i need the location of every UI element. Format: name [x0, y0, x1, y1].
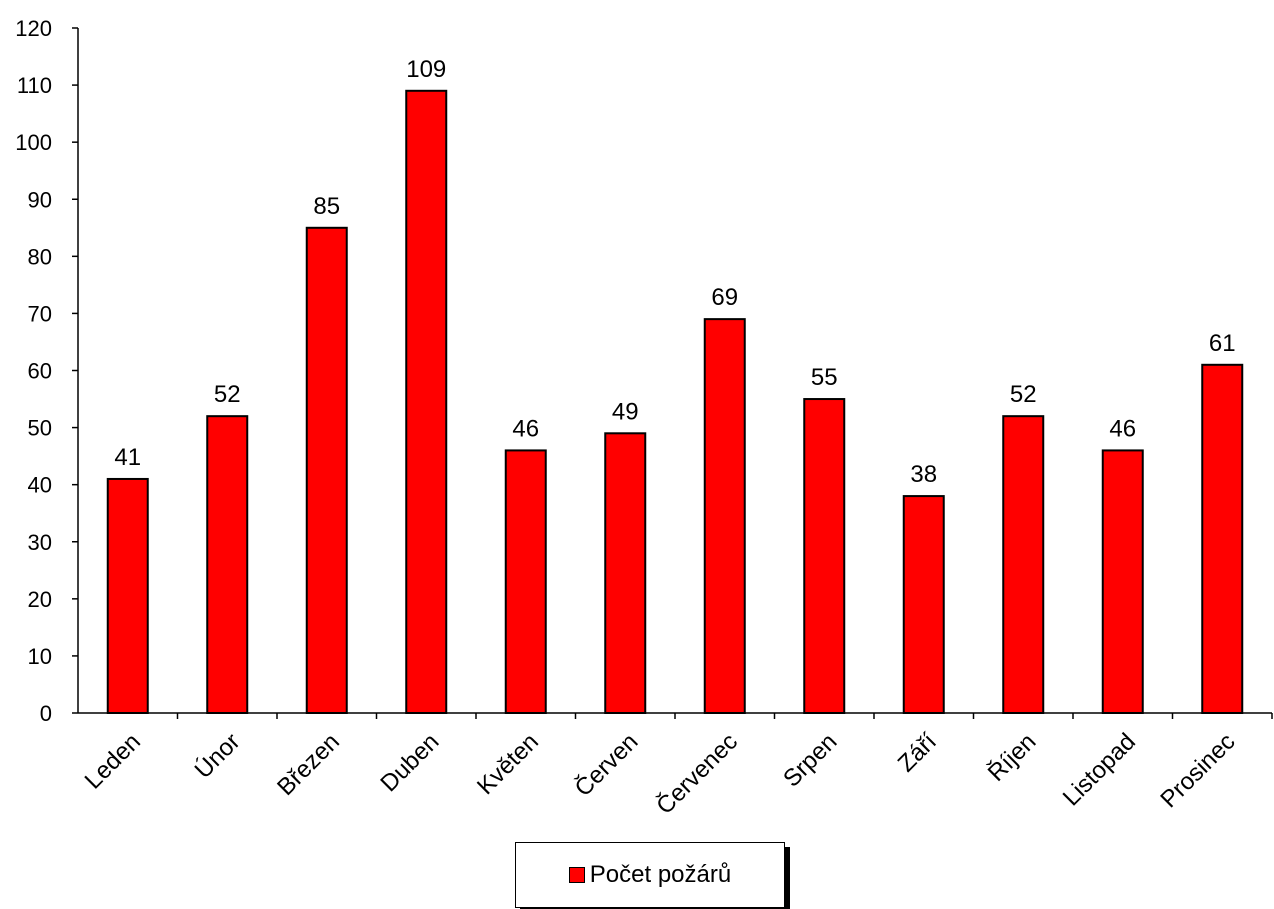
legend-label: Počet požárů	[589, 861, 732, 888]
bar	[803, 398, 846, 714]
x-tick-label: Duben	[375, 728, 444, 797]
data-label: 85	[313, 193, 340, 220]
x-tick-label: Květen	[472, 728, 544, 800]
x-tick-label: Září	[893, 728, 942, 777]
bar	[1201, 363, 1244, 714]
y-tick-label: 60	[28, 359, 52, 384]
y-tick-label: 10	[28, 644, 52, 669]
legend: Počet požárů	[515, 842, 785, 908]
data-label: 52	[214, 381, 241, 408]
x-tick-label: Únor	[190, 728, 246, 784]
y-tick-label: 20	[28, 587, 52, 612]
x-tick-label: Prosinec	[1155, 728, 1240, 813]
y-tick-label: 90	[28, 187, 52, 212]
x-tick-label: Říjen	[983, 728, 1042, 787]
data-label: 46	[512, 415, 539, 442]
legend-swatch	[568, 867, 585, 883]
bar	[902, 495, 945, 715]
bar	[504, 449, 547, 714]
y-tick-label: 80	[28, 244, 52, 269]
y-tick-label: 70	[28, 301, 52, 326]
bar	[305, 226, 348, 715]
x-tick-label: Srpen	[778, 728, 842, 792]
data-label: 49	[612, 398, 639, 425]
x-tick-label: Březen	[272, 728, 345, 801]
y-tick-label: 40	[28, 473, 52, 498]
data-label: 41	[114, 444, 141, 471]
data-label: 69	[711, 284, 738, 311]
x-tick-label: Červen	[569, 727, 644, 802]
data-label: 46	[1109, 415, 1136, 442]
y-tick-label: 50	[28, 416, 52, 441]
y-tick-label: 0	[40, 701, 52, 726]
bar	[405, 89, 448, 714]
data-label: 109	[406, 56, 446, 83]
data-label: 38	[910, 461, 937, 488]
bar	[206, 415, 249, 714]
data-label: 52	[1010, 381, 1037, 408]
y-tick-label: 110	[17, 73, 52, 98]
data-label: 61	[1209, 330, 1236, 357]
y-tick-label: 120	[15, 16, 52, 41]
bar-chart: 0 10 20 30 40 50 60 70 80 90 100 110 120 41 Leden 52 Úno…	[15, 16, 1273, 820]
bar	[604, 432, 647, 714]
x-tick-label: Červenec	[651, 727, 743, 819]
bar	[703, 318, 746, 714]
x-tick-label: Listopad	[1058, 728, 1141, 811]
bar	[1002, 415, 1045, 714]
y-tick-label: 100	[15, 130, 52, 155]
bar	[106, 477, 149, 715]
bar	[1101, 449, 1144, 714]
data-label: 55	[811, 364, 838, 391]
y-tick-label: 30	[28, 530, 52, 555]
x-tick-label: Leden	[80, 728, 146, 794]
